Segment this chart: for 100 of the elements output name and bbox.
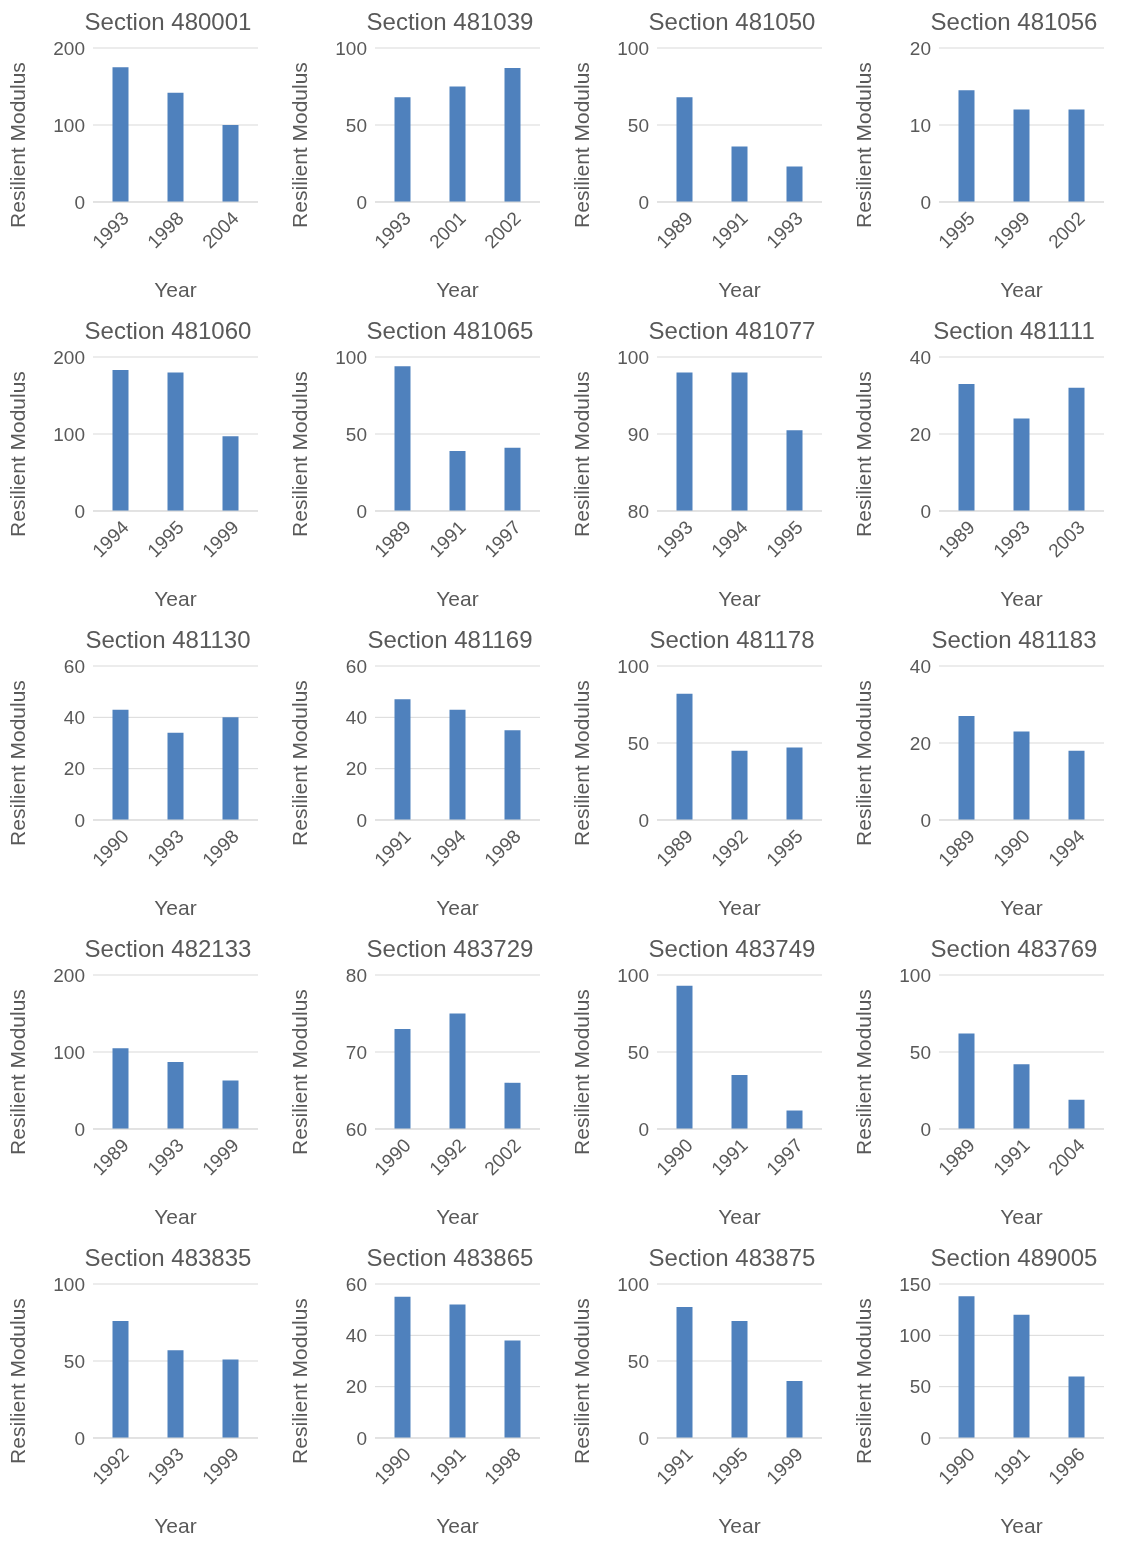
y-tick-label: 80 [345, 964, 367, 986]
y-tick-label: 0 [920, 1427, 931, 1449]
x-axis-title: Year [154, 1205, 197, 1228]
x-axis-title: Year [436, 278, 479, 301]
chart-title: Section 481060 [84, 317, 252, 344]
y-tick-label: 50 [627, 732, 649, 754]
x-axis-title: Year [154, 587, 197, 610]
y-axis-title: Resilient Modulus [852, 371, 876, 537]
bar [731, 750, 748, 820]
y-tick-label: 20 [909, 423, 931, 445]
chart-title: Section 483769 [930, 935, 1098, 962]
y-tick-label: 0 [74, 191, 85, 213]
y-tick-label: 50 [63, 1350, 85, 1372]
y-tick-label: 0 [356, 191, 367, 213]
x-axis-title: Year [1000, 278, 1043, 301]
chart-title: Section 481130 [85, 626, 251, 653]
bar [449, 86, 466, 202]
chart-title: Section 481169 [367, 626, 533, 653]
y-axis-title: Resilient Modulus [852, 989, 876, 1155]
bar [676, 97, 693, 202]
y-axis-title: Resilient Modulus [570, 680, 594, 846]
y-tick-label: 100 [617, 655, 649, 677]
bar [167, 732, 184, 820]
x-axis-title: Year [436, 1205, 479, 1228]
chart-title: Section 481065 [366, 317, 534, 344]
y-tick-label: 60 [345, 1118, 367, 1140]
y-tick-label: 100 [617, 346, 649, 368]
x-axis-title: Year [1000, 587, 1043, 610]
chart-title: Section 482133 [84, 935, 252, 962]
bar [394, 699, 411, 820]
bar [958, 716, 975, 820]
y-tick-label: 90 [627, 423, 649, 445]
y-tick-label: 0 [74, 1118, 85, 1140]
y-tick-label: 100 [53, 1273, 85, 1295]
y-tick-label: 40 [345, 1325, 367, 1347]
x-axis-title: Year [718, 587, 761, 610]
bar [394, 366, 411, 511]
bar [112, 1320, 129, 1438]
y-axis-title: Resilient Modulus [6, 62, 30, 228]
y-tick-label: 150 [899, 1273, 931, 1295]
bar [1068, 750, 1085, 820]
y-tick-label: 80 [627, 500, 649, 522]
bar [676, 1307, 693, 1438]
y-tick-label: 100 [899, 964, 931, 986]
bar [676, 693, 693, 820]
bar [1068, 387, 1085, 511]
y-tick-label: 0 [920, 1118, 931, 1140]
bar [112, 67, 129, 202]
bar [394, 1296, 411, 1438]
chart-title: Section 483749 [648, 935, 816, 962]
y-tick-label: 40 [909, 346, 931, 368]
chart-title: Section 483835 [84, 1244, 252, 1271]
y-tick-label: 100 [53, 423, 85, 445]
y-tick-label: 200 [53, 37, 85, 59]
y-tick-label: 10 [909, 114, 931, 136]
y-tick-label: 0 [920, 191, 931, 213]
bar [504, 730, 521, 820]
chart-title: Section 483729 [366, 935, 534, 962]
bar [449, 1304, 466, 1438]
bar [504, 1340, 521, 1438]
x-axis-title: Year [436, 896, 479, 919]
chart-title: Section 481056 [930, 8, 1098, 35]
bar [112, 370, 129, 511]
bar [731, 1075, 748, 1129]
y-axis-title: Resilient Modulus [6, 680, 30, 846]
y-tick-label: 0 [74, 809, 85, 831]
x-axis-title: Year [718, 1205, 761, 1228]
y-axis-title: Resilient Modulus [6, 1298, 30, 1464]
y-tick-label: 50 [627, 1350, 649, 1372]
x-axis-title: Year [154, 896, 197, 919]
y-tick-label: 200 [53, 346, 85, 368]
x-axis-title: Year [1000, 1514, 1043, 1537]
bar [786, 166, 803, 202]
y-tick-label: 0 [356, 809, 367, 831]
bar [222, 436, 239, 511]
y-tick-label: 100 [53, 1041, 85, 1063]
y-tick-label: 40 [909, 655, 931, 677]
y-tick-label: 20 [63, 758, 85, 780]
bar [1013, 418, 1030, 511]
bar [786, 747, 803, 820]
y-tick-label: 0 [638, 1427, 649, 1449]
chart-title: Section 481111 [933, 317, 1095, 344]
y-tick-label: 100 [53, 114, 85, 136]
bar [112, 709, 129, 820]
y-axis-title: Resilient Modulus [288, 371, 312, 537]
y-axis-title: Resilient Modulus [288, 1298, 312, 1464]
y-axis-title: Resilient Modulus [288, 989, 312, 1155]
chart-title: Section 481039 [366, 8, 534, 35]
y-axis-title: Resilient Modulus [852, 1298, 876, 1464]
chart-title: Section 481077 [648, 317, 816, 344]
y-tick-label: 0 [74, 1427, 85, 1449]
y-tick-label: 100 [899, 1325, 931, 1347]
y-tick-label: 60 [63, 655, 85, 677]
y-tick-label: 100 [617, 37, 649, 59]
y-tick-label: 0 [356, 500, 367, 522]
chart-title: Section 483875 [648, 1244, 816, 1271]
chart-title: Section 483865 [366, 1244, 534, 1271]
y-tick-label: 100 [617, 1273, 649, 1295]
y-tick-label: 0 [638, 1118, 649, 1140]
bar [958, 1033, 975, 1129]
